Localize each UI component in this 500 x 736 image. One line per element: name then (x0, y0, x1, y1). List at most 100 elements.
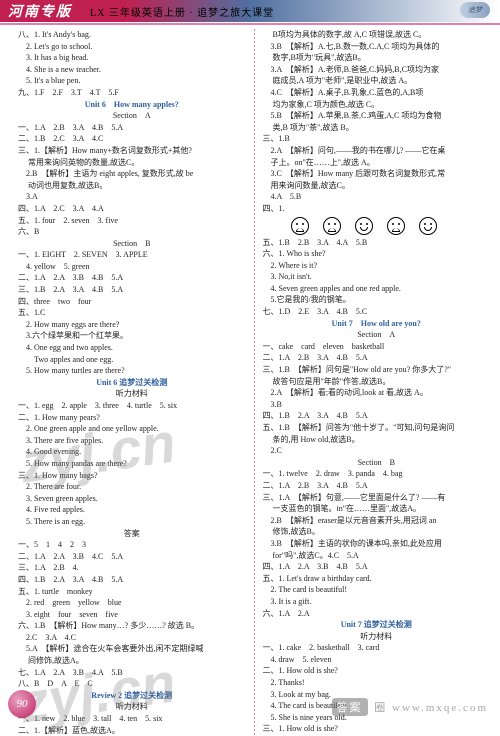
text-line: 四、1.B 2.A 3.A 4.B 5.A (18, 574, 246, 586)
text-line: for"吗",故选C。4.C 5.A (263, 550, 491, 562)
text-line: 3.A 【解析】A.老师,B.爸爸,C.妈妈,B,C项均为家 (263, 64, 491, 76)
text-line: 七、1.A 2.A 3.B 4.A 5.B (18, 667, 246, 679)
text-line: 五、1.C (18, 307, 246, 319)
content: 八、1. It's Andy's bag. 2. Let's go to sch… (0, 29, 500, 736)
text-line: 2. There are four. (18, 481, 246, 493)
text-line: 4. yellow 5. green (18, 261, 246, 273)
text-line: 2. The card is beautiful! (263, 584, 491, 596)
faces-row (263, 215, 491, 237)
text-line: 4. One egg and two apples. (18, 342, 246, 354)
text-line: 5. It's a blue pen. (18, 75, 246, 87)
text-line: 故答句应是用"年龄"作答,故选B。 (263, 376, 491, 388)
text-line: 子上。on"在……上",故选 A。 (263, 157, 491, 169)
text-line: 四、three two four (18, 296, 246, 308)
text-line: 七、1.D 2.E 3.A 4.B 5.C (263, 306, 491, 318)
text-line: 三、1. How many bags? (18, 470, 246, 482)
text-line: Section A (18, 110, 246, 122)
text-line: 八、1. It's Andy's bag. (18, 29, 246, 41)
text-line: 五、1. four 2. seven 3. five (18, 215, 246, 227)
text-line: 二、1.A 2.B 3.A 4.B 5.A (263, 480, 491, 492)
text-line: 2.A 【解析】看;看的动词,look at 看,故选 A。 (263, 387, 491, 399)
text-line: Two apples and one egg. (18, 354, 246, 366)
page-number: 90 (8, 690, 36, 718)
text-line: 2.C (263, 445, 491, 457)
text-line: 条的,用 How old,故选B。 (263, 434, 491, 446)
text-line: Unit 6 追梦过关检测 (18, 377, 246, 389)
text-line: 均为家象,C 项为颜色,故选 C。 (263, 99, 491, 111)
text-line: 听力材料 (263, 631, 491, 643)
text-line: Review 2 追梦过关检测 (18, 690, 246, 702)
text-line: 一、1. new 2. blue 3. tall 4. ten 5. six (18, 713, 246, 725)
text-line: 一支蓝色的钢笔。in"在……里面",故选A。 (263, 503, 491, 515)
text-line: 三、1.B (263, 133, 491, 145)
text-line: 五、1.B 2.B 3.A 4.A 5.B (263, 237, 491, 249)
text-line: 一、1. twelve 2. draw 3. panda 4. bag (263, 468, 491, 480)
text-line: 4. draw 5. eleven (263, 654, 491, 666)
footer-right: 答案 圈 www.mxqe.com (332, 698, 489, 716)
text-line: 四、1.A 2.A 3.B 4.B 5.A (263, 561, 491, 573)
text-line: 3. eight four seven five (18, 609, 246, 621)
happy-face-icon (419, 217, 437, 235)
text-line: 一、1. egg 2. apple 3. three 4. turtle 5. … (18, 400, 246, 412)
text-line: 3. No,it isn't. (263, 271, 491, 283)
right-column: B项均为具体的数字,故 A,C 项错误,故选 C。 3.B 【解析】A.七,B.… (263, 29, 491, 736)
text-line: 5.B 【解析】A.苹果,B.茶,C.鸡蛋,A,C 项均为食物 (263, 110, 491, 122)
text-line: 三、1.【解析】How many+数名词复数形式+其他? (18, 145, 246, 157)
text-line: 庭成员,A 项为"老师",是职业中,故选 A。 (263, 75, 491, 87)
text-line: 用来询问数量,故选C。 (263, 180, 491, 192)
text-line: 二、1. How many pears? (18, 412, 246, 424)
text-line: 5. How many turtles are there? (18, 365, 246, 377)
text-line: 一、1. cake 2. basketball 3. card (263, 642, 491, 654)
text-line: 4. Five red apples. (18, 504, 246, 516)
text-line: 3.B 【解析】主语的状你的课本吗,亲如,此处应用 (263, 538, 491, 550)
text-line: 3.B (263, 399, 491, 411)
header-bar: 河南专版 LX 三年级英语上册 · 追梦之旅大课堂 追梦 (0, 0, 500, 22)
text-line: 六、1.A 2.A (263, 608, 491, 620)
text-line: 九、1.F 2.F 3.T 4.T 5.F (18, 87, 246, 99)
text-line: 三、1.B 2.A 3.A 4.B 5.A (18, 284, 246, 296)
text-line: 2. How many eggs are there? (18, 319, 246, 331)
text-line: 一、cake card eleven basketball (263, 341, 491, 353)
text-line: 4. Seven green apples and one red apple. (263, 283, 491, 295)
text-line: 答案 (18, 528, 246, 540)
text-line: 四、1.A 2.C 3.A 4.A (18, 203, 246, 215)
sad-face-icon (291, 217, 309, 235)
header-logo: 追梦 (460, 2, 490, 18)
text-line: 二、1. How old is she? (263, 665, 491, 677)
text-line: 2. One green apple and one yellow apple. (18, 423, 246, 435)
text-line: 2.A 【解析】问句,——我的书在哪儿? ——它在桌 (263, 145, 491, 157)
text-line: 3. It is a gift. (263, 596, 491, 608)
header-divider (0, 23, 500, 25)
text-line: 六、1. Who is she? (263, 248, 491, 260)
text-line: 三、1.A 2.B 4. (18, 562, 246, 574)
text-line: 听力材料 (18, 701, 246, 713)
text-line: 3.A (18, 191, 246, 203)
text-line: 五、1.B 【解析】问答为"他十岁了。"可知,问句是询问 (263, 422, 491, 434)
text-line: Unit 6 How many apples? (18, 99, 246, 111)
text-line: 4. Good evening. (18, 446, 246, 458)
text-line: 四、1.B 2.A 3.A 4.B 5.A (263, 410, 491, 422)
text-line: 三、1. How old is she? (263, 723, 491, 735)
text-line: Section A (263, 329, 491, 341)
text-line: 2.C 3.A 4.C (18, 632, 246, 644)
text-line: 3. Seven green apples. (18, 493, 246, 505)
text-line: 2. Thanks! (263, 677, 491, 689)
happy-face-icon (355, 217, 373, 235)
text-line: 4.C 【解析】A.桌子,B.乳象,C.蓝色的,A,B项 (263, 87, 491, 99)
header-title: 河南专版 (8, 1, 72, 21)
text-line: 动词也用复数,故选B。 (18, 180, 246, 192)
text-line: 三、1.B 【解析】问句是"How old are you? 你多大了?" (263, 364, 491, 376)
text-line: 听力材料 (18, 388, 246, 400)
left-column: 八、1. It's Andy's bag. 2. Let's go to sch… (18, 29, 246, 736)
text-line: 六、1.B 【解析】How many…? 多少……? 故选 B。 (18, 620, 246, 632)
text-line: 3.六个绿苹果和一个红苹果。 (18, 330, 246, 342)
text-line: 5.它是我的/我的钢笔。 (263, 294, 491, 306)
text-line: 五、1. turtle monkey (18, 586, 246, 598)
text-line: 二、1.A 2.B 3.A 4.B 5.A (263, 352, 491, 364)
text-line: 一、1.A 2.B 3.A 4.B 5.A (18, 122, 246, 134)
text-line: 一、5 1 4 2 3 (18, 539, 246, 551)
text-line: 2.B 【解析】主语为 eight apples, 复数形式,故 be (18, 168, 246, 180)
text-line: 二、1.B 2.C 3.A 4.C (18, 133, 246, 145)
text-line: B项均为具体的数字,故 A,C 项错误,故选 C。 (263, 29, 491, 41)
text-line: 一、1. EIGHT 2. SEVEN 3. APPLE (18, 249, 246, 261)
